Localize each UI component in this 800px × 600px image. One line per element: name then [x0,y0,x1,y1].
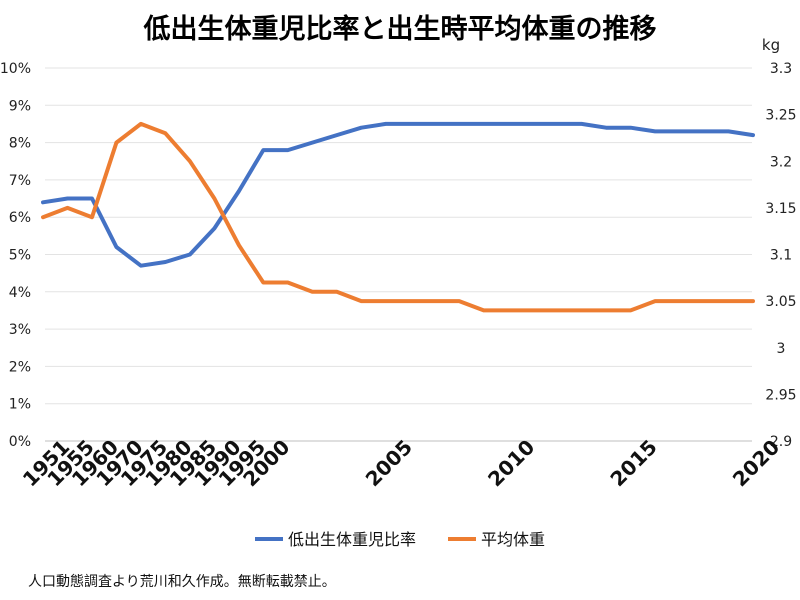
series-line-average-weight [41,121,755,313]
source-note: 人口動態調査より荒川和久作成。無断転載禁止。 [28,574,336,590]
series-line-birthweight-ratio [41,121,755,268]
x-tick-label: 2005 [361,435,417,491]
x-axis-ticks: 1951195519601970197519801985199019952000… [18,435,784,491]
legend: 低出生体重児比率 平均体重 [255,530,545,549]
right-axis-ticks: 2.9 2.95 3 3.05 3.1 3.15 3.2 3.25 3.3 [765,61,796,450]
right-tick-label: 2.9 [770,434,792,450]
legend-label-average-weight: 平均体重 [481,530,545,549]
left-tick-label: 8% [9,136,31,152]
right-tick-label: 3.3 [770,61,792,77]
left-axis-ticks: 0% 1% 2% 3% 4% 5% 6% 7% 8% 9% 10% [0,61,31,450]
right-axis-unit: kg [762,36,780,54]
right-tick-label: 3 [777,341,786,357]
left-tick-label: 9% [9,98,31,114]
left-tick-label: 3% [9,322,31,338]
left-tick-label: 7% [9,173,31,189]
chart-title: 低出生体重児比率と出生時平均体重の推移 [143,13,657,45]
series-lines [41,121,755,313]
left-tick-label: 1% [9,397,31,413]
right-tick-label: 3.15 [765,201,796,217]
x-tick-label: 2010 [483,435,539,491]
left-tick-label: 5% [9,248,31,264]
right-tick-label: 3.2 [770,154,792,170]
left-tick-label: 6% [9,210,31,226]
right-tick-label: 3.05 [765,294,796,310]
legend-label-birthweight-ratio: 低出生体重児比率 [288,530,416,549]
gridlines [45,67,752,442]
x-tick-label: 2015 [605,435,661,491]
right-tick-label: 3.1 [770,248,792,264]
right-tick-label: 3.25 [765,108,796,124]
left-tick-label: 0% [9,434,31,450]
left-tick-label: 4% [9,285,31,301]
left-tick-label: 10% [0,61,31,77]
left-tick-label: 2% [9,359,31,375]
right-tick-label: 2.95 [765,387,796,403]
